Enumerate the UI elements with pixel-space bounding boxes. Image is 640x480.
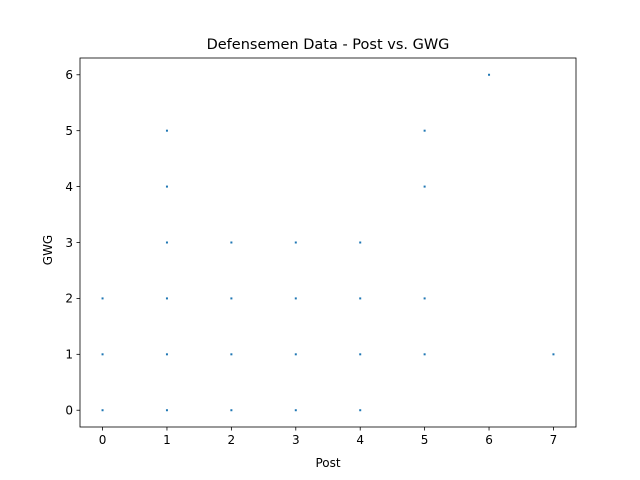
data-point [359, 353, 362, 356]
y-tick-label: 0 [65, 404, 73, 418]
x-tick-label: 2 [228, 433, 236, 447]
x-tick-label: 3 [292, 433, 300, 447]
y-tick-label: 6 [65, 68, 73, 82]
data-point [101, 353, 104, 356]
data-point [230, 241, 233, 244]
x-tick-label: 5 [421, 433, 429, 447]
y-tick-label: 3 [65, 236, 73, 250]
data-point [230, 409, 233, 412]
data-point [165, 129, 168, 132]
data-point [165, 297, 168, 300]
data-point [101, 409, 104, 412]
data-point [294, 297, 297, 300]
data-point [230, 353, 233, 356]
x-tick-label: 4 [356, 433, 364, 447]
data-point [423, 297, 426, 300]
data-point [423, 129, 426, 132]
data-point [552, 353, 555, 356]
y-tick-label: 5 [65, 124, 73, 138]
data-point [165, 185, 168, 188]
y-tick-label: 1 [65, 348, 73, 362]
data-point [359, 297, 362, 300]
y-tick-label: 4 [65, 180, 73, 194]
data-point [488, 73, 491, 76]
x-tick-label: 6 [485, 433, 493, 447]
data-point [294, 241, 297, 244]
data-point [359, 241, 362, 244]
data-point [101, 297, 104, 300]
y-tick-label: 2 [65, 292, 73, 306]
data-point [294, 353, 297, 356]
data-point [230, 297, 233, 300]
data-point [165, 353, 168, 356]
x-tick-label: 0 [99, 433, 107, 447]
data-point [165, 409, 168, 412]
data-point [294, 409, 297, 412]
y-axis-title: GWG [41, 235, 55, 265]
data-point [165, 241, 168, 244]
x-axis-title: Post [315, 456, 340, 470]
chart-title: Defensemen Data - Post vs. GWG [207, 37, 450, 53]
x-tick-label: 1 [163, 433, 171, 447]
data-point [359, 409, 362, 412]
x-tick-label: 7 [550, 433, 558, 447]
data-point [423, 185, 426, 188]
data-point [423, 353, 426, 356]
